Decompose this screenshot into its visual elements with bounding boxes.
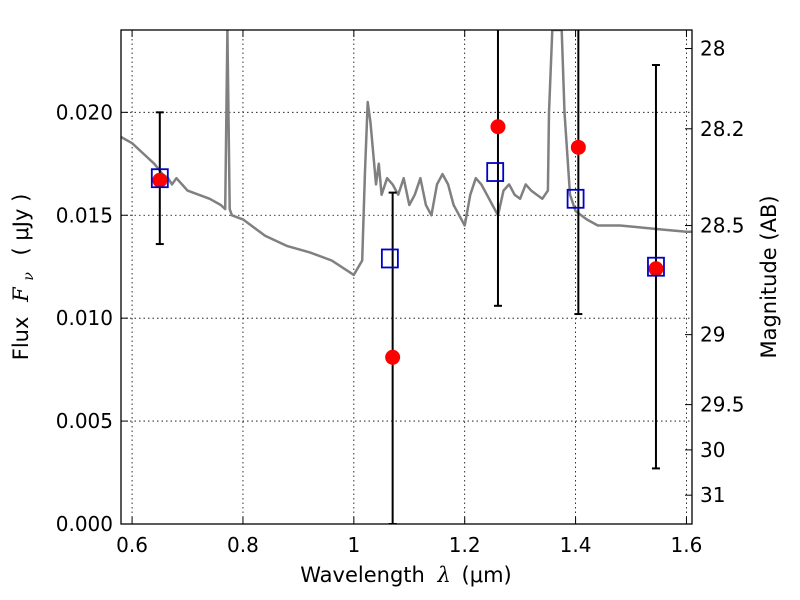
x-tick-label: 1 <box>347 533 360 557</box>
x-tick-label: 1.6 <box>671 533 703 557</box>
y2-tick-label: 31 <box>700 483 725 507</box>
y2-tick-label: 30 <box>700 438 725 462</box>
plot-frame <box>120 29 693 525</box>
y2-tick-label: 29 <box>700 323 725 347</box>
y2-axis-label: Magnitude (AB) <box>757 195 781 358</box>
observed-point <box>152 172 168 188</box>
x-tick-label: 0.8 <box>227 533 259 557</box>
y-axis-label-prefix: Flux <box>9 317 33 361</box>
model-photometry-point <box>566 188 585 209</box>
model-spectrum-line <box>121 30 692 277</box>
x-tick-label: 1.4 <box>560 533 592 557</box>
grid-lines <box>121 30 692 524</box>
y2-tick-label: 28.2 <box>700 117 745 141</box>
data-layer <box>121 30 692 524</box>
y-tick-label: 0.000 <box>56 512 113 536</box>
y-tick-label: 0.015 <box>56 203 113 227</box>
x-axis-label-prefix: Wavelength <box>300 563 425 587</box>
observed-point <box>570 139 586 155</box>
model-photometry-point <box>380 248 399 269</box>
y2-tick-label: 28.5 <box>700 214 745 238</box>
model-photometry-point <box>486 162 505 182</box>
x-axis-label-unit: (μm) <box>462 563 512 587</box>
y-axis-label-symbol: F <box>9 286 33 303</box>
axis-ticks: 0.6 0.8 1 1.2 1.4 1.6 0.000 0.005 0.010 0.015 0.02… <box>56 30 745 557</box>
y2-tick-label: 29.5 <box>700 393 745 417</box>
y-tick-label: 0.005 <box>56 409 113 433</box>
observed-point <box>490 119 506 135</box>
y-tick-label: 0.010 <box>56 306 113 330</box>
x-tick-label: 1.2 <box>449 533 481 557</box>
observed-point <box>648 261 664 277</box>
model-photometry-point <box>150 168 169 189</box>
x-tick-label: 0.6 <box>116 533 148 557</box>
observed-point <box>385 349 401 365</box>
y-axis-label-subscript: ν <box>21 272 37 281</box>
model-photometry-point <box>647 256 665 277</box>
x-axis-label-symbol: λ <box>437 563 451 587</box>
y-axis-label-unit: ( μJy ) <box>9 194 33 256</box>
y-axis-label: Flux F ν ( μJy ) <box>9 194 38 361</box>
y-tick-label: 0.020 <box>56 100 113 124</box>
x-axis-label: Wavelength λ (μm) <box>300 563 511 587</box>
y2-tick-label: 28 <box>700 37 725 61</box>
